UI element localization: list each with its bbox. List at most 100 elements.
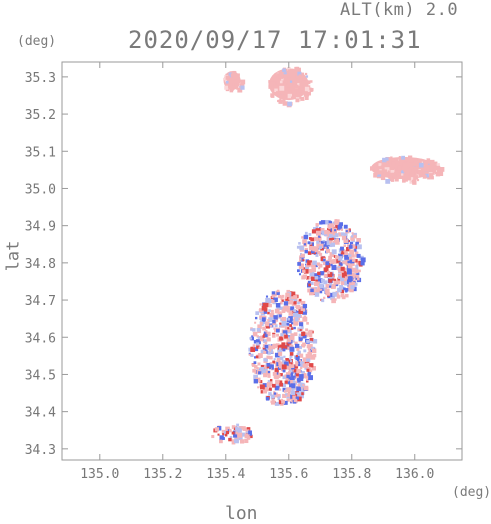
- echo-pixel: [354, 245, 358, 249]
- echo-pixel: [358, 269, 361, 273]
- echo-pixel: [273, 315, 278, 320]
- echo-pixel: [296, 82, 300, 86]
- echo-pixel: [264, 344, 269, 349]
- echo-pixel: [279, 380, 283, 384]
- echo-pixel: [230, 78, 235, 83]
- echo-pixel: [290, 371, 294, 375]
- echo-pixel: [313, 246, 319, 251]
- echo-pixel: [289, 344, 294, 349]
- echo-pixel: [279, 356, 284, 361]
- echo-pixel: [353, 234, 357, 239]
- echo-pixel: [299, 257, 304, 262]
- echo-pixel: [285, 372, 291, 377]
- echo-pixel: [269, 355, 273, 360]
- echo-pixel: [265, 297, 271, 303]
- echo-pixel: [343, 233, 346, 236]
- echo-pixel: [417, 169, 422, 175]
- echo-pixel: [329, 223, 334, 228]
- echo-pixel: [281, 342, 286, 347]
- echo-pixel: [249, 433, 253, 436]
- echo-pixel: [422, 174, 427, 179]
- echo-pixel: [298, 376, 304, 382]
- y-tick-label: 35.0: [25, 182, 56, 197]
- echo-pixel: [393, 164, 398, 170]
- echo-pixel: [291, 84, 295, 88]
- echo-pixel: [434, 164, 437, 167]
- echo-pixel: [272, 344, 277, 349]
- echo-pixel: [351, 244, 356, 249]
- echo-pixel: [343, 267, 347, 272]
- echo-pixel: [292, 395, 297, 400]
- echo-pixel: [268, 299, 273, 304]
- echo-pixel: [344, 232, 348, 237]
- echo-pixel: [304, 72, 308, 76]
- echo-pixel: [328, 234, 333, 239]
- echo-pixel: [332, 278, 335, 281]
- echo-pixel: [290, 327, 294, 330]
- echo-pixel: [413, 160, 419, 166]
- echo-pixel: [221, 429, 226, 434]
- echo-pixel: [280, 297, 283, 300]
- echo-pixel: [301, 275, 306, 280]
- echo-pixel: [285, 292, 290, 298]
- echo-pixel: [329, 237, 333, 241]
- echo-pixel: [318, 283, 324, 289]
- echo-pixel: [298, 337, 303, 341]
- echo-pixel: [298, 74, 302, 77]
- echo-pixel: [324, 229, 329, 235]
- echo-pixel: [303, 234, 309, 240]
- echo-pixel: [292, 380, 296, 383]
- echo-pixel: [347, 260, 351, 264]
- echo-pixel: [307, 288, 312, 293]
- echo-pixel: [274, 81, 278, 84]
- echo-pixel: [334, 229, 337, 232]
- echo-pixel: [326, 240, 332, 246]
- echo-pixel: [301, 326, 304, 329]
- echo-pixel: [283, 355, 286, 358]
- echo-pixel: [281, 309, 286, 313]
- echo-pixel: [426, 160, 430, 164]
- echo-pixel: [263, 331, 268, 335]
- echo-pixel: [346, 247, 351, 252]
- echo-pixel: [298, 346, 302, 350]
- echo-pixel: [271, 294, 276, 298]
- echo-pixel: [351, 286, 354, 289]
- echo-pixel: [254, 365, 258, 369]
- echo-pixel: [314, 292, 320, 297]
- echo-pixel: [228, 437, 232, 442]
- echo-pixel: [323, 273, 328, 278]
- echo-pixel: [354, 282, 358, 286]
- echo-pixel: [310, 249, 315, 254]
- echo-pixel: [261, 372, 264, 375]
- echo-pixel: [422, 160, 428, 166]
- echo-pixel: [308, 237, 312, 240]
- echo-pixel: [284, 85, 290, 91]
- echo-pixel: [404, 177, 408, 182]
- echo-pixel: [429, 159, 435, 165]
- echo-region-north-left-cell: [223, 70, 246, 93]
- echo-pixel: [268, 303, 272, 308]
- echo-pixel: [260, 364, 265, 370]
- echo-pixel: [332, 240, 336, 244]
- echo-pixel: [316, 240, 320, 244]
- echo-pixel: [372, 169, 375, 172]
- echo-pixel: [350, 235, 354, 238]
- echo-pixel: [283, 400, 288, 405]
- echo-pixel: [308, 245, 314, 251]
- echo-pixel: [224, 433, 228, 437]
- echo-pixel: [340, 232, 345, 236]
- echo-pixel: [347, 254, 353, 260]
- echo-pixel: [316, 230, 321, 236]
- echo-pixel: [324, 219, 330, 225]
- echo-pixel: [314, 276, 319, 280]
- echo-pixel: [294, 343, 300, 349]
- echo-pixel: [287, 80, 293, 86]
- echo-pixel: [252, 328, 256, 332]
- echo-pixel: [303, 386, 309, 391]
- echo-pixel: [289, 310, 292, 314]
- y-tick-label: 34.9: [25, 220, 56, 235]
- echo-pixel: [337, 277, 341, 281]
- echo-pixel: [409, 165, 414, 170]
- echo-pixel: [269, 312, 275, 318]
- echo-pixel: [332, 221, 336, 225]
